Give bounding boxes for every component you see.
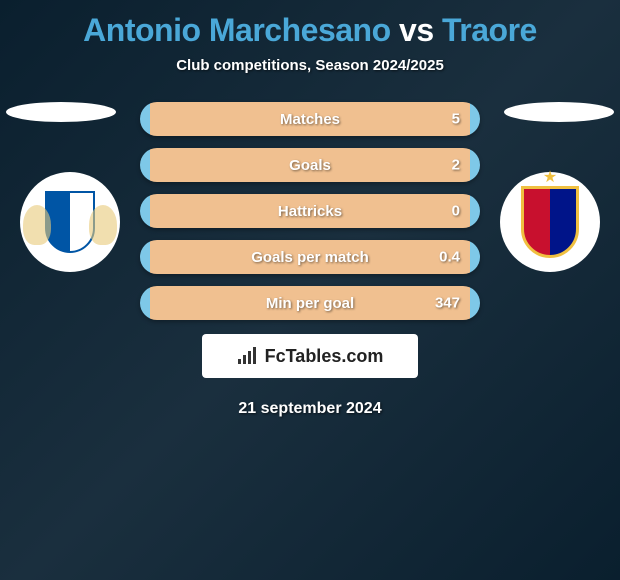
fcb-crest-icon: [521, 186, 579, 258]
player2-club-badge: [500, 172, 600, 272]
stats-list: Matches 5 Goals 2 Hattricks 0 Goals per …: [140, 102, 480, 320]
stat-value: 2: [452, 157, 460, 174]
fcz-crest-icon: [45, 191, 95, 253]
watermark-text: FcTables.com: [265, 346, 384, 367]
watermark: FcTables.com: [202, 334, 418, 378]
chart-icon: [237, 347, 259, 365]
player1-club-badge: [20, 172, 120, 272]
stat-label: Matches: [280, 111, 340, 128]
stat-label: Goals per match: [251, 249, 369, 266]
player1-marker: [6, 102, 116, 122]
stats-container: Matches 5 Goals 2 Hattricks 0 Goals per …: [0, 102, 620, 418]
stat-row-goals-per-match: Goals per match 0.4: [140, 240, 480, 274]
stat-value: 0: [452, 203, 460, 220]
player2-marker: [504, 102, 614, 122]
comparison-title: Antonio Marchesano vs Traore: [0, 0, 620, 49]
vs-label: vs: [399, 12, 434, 48]
player1-name: Antonio Marchesano: [83, 12, 390, 48]
player2-name: Traore: [442, 12, 537, 48]
stat-row-min-per-goal: Min per goal 347: [140, 286, 480, 320]
stat-row-hattricks: Hattricks 0: [140, 194, 480, 228]
stat-value: 5: [452, 111, 460, 128]
stat-value: 347: [435, 295, 460, 312]
stat-row-goals: Goals 2: [140, 148, 480, 182]
stat-value: 0.4: [439, 249, 460, 266]
stat-row-matches: Matches 5: [140, 102, 480, 136]
date: 21 september 2024: [0, 400, 620, 418]
stat-label: Goals: [289, 157, 331, 174]
stat-label: Hattricks: [278, 203, 342, 220]
subtitle: Club competitions, Season 2024/2025: [0, 57, 620, 74]
stat-label: Min per goal: [266, 295, 354, 312]
